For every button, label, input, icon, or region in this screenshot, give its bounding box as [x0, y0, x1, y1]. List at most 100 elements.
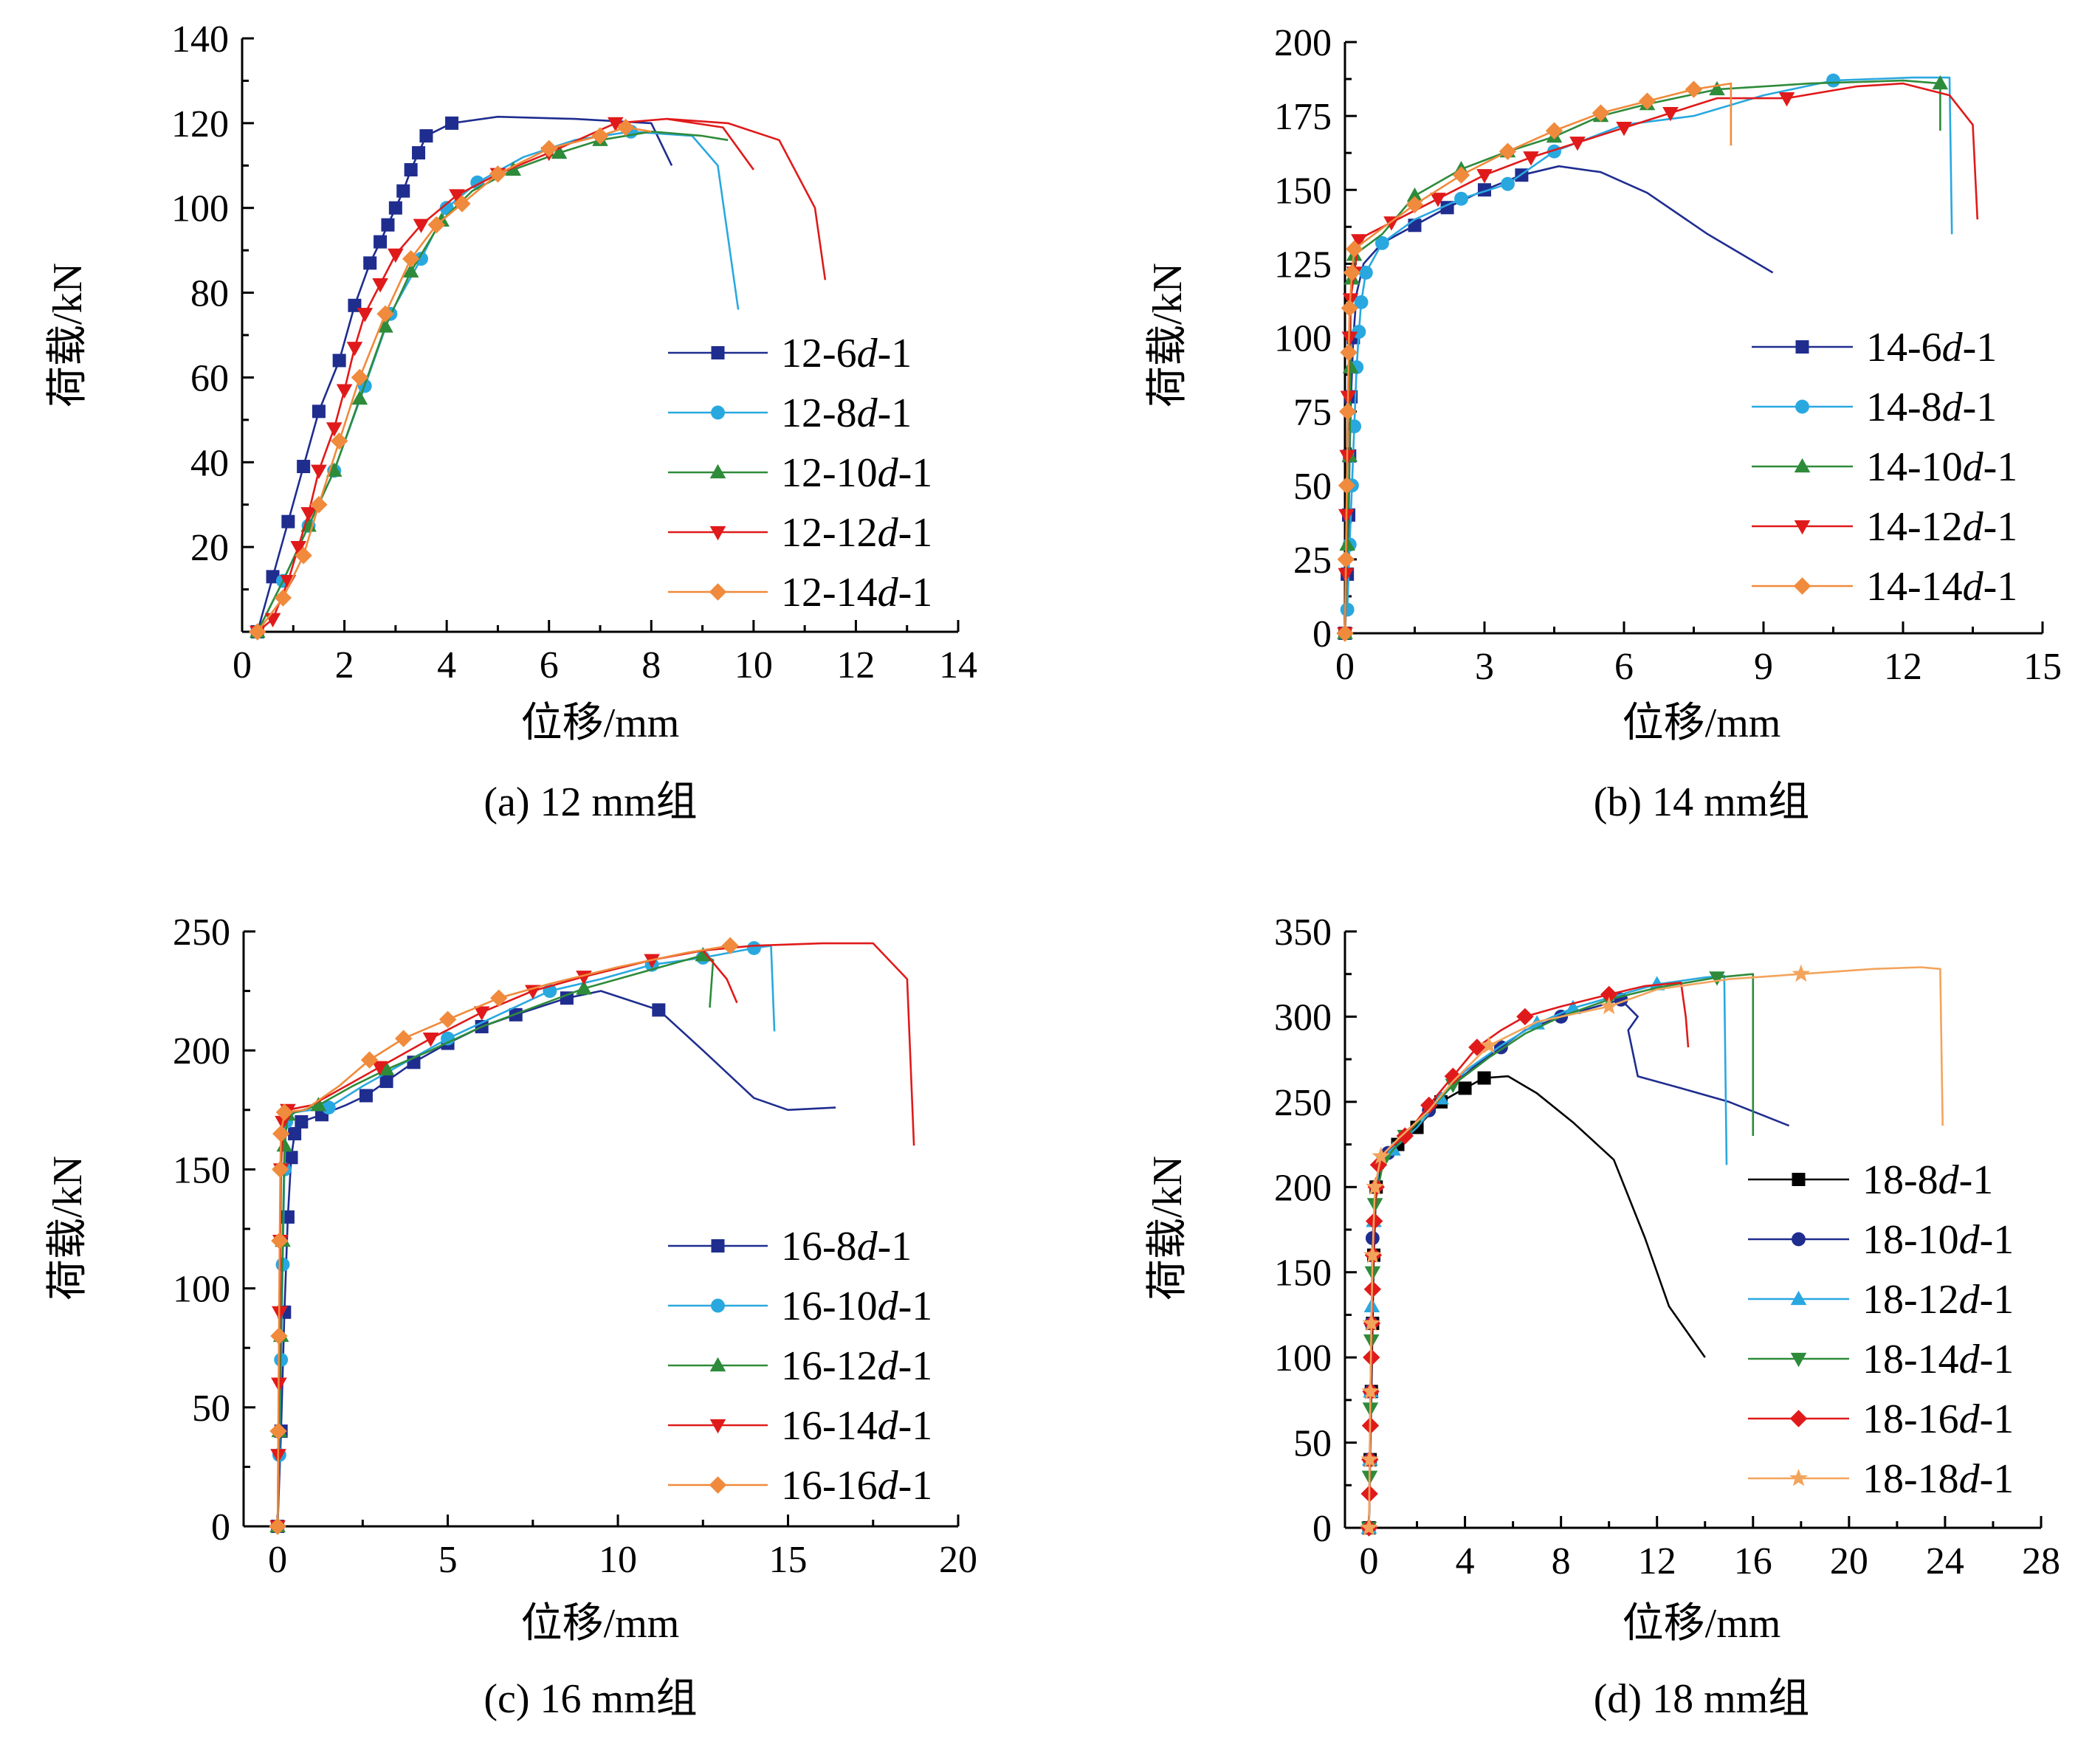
chart-panel-a: 0 2 4 6 8 10 12 14 20 40 60 80 100 120 140 12-6d-1 12-8d…: [45, 18, 977, 825]
data-point: [297, 460, 311, 474]
data-point: [288, 1127, 302, 1141]
series-12-12: [249, 117, 827, 641]
legend-entry-14-6: 14-6d-1: [1752, 325, 1997, 371]
data-point: [378, 1061, 395, 1076]
data-point: [1458, 1081, 1472, 1095]
data-point: [1523, 151, 1539, 166]
legend-label: 16-12d-1: [781, 1343, 932, 1389]
data-point: [414, 252, 428, 266]
chart-panel-c: 0 5 10 15 2005010015020025016-8d-116-10d-116…: [45, 912, 977, 1722]
data-point: [284, 1151, 298, 1165]
y-tick-label: 200: [173, 1030, 230, 1072]
y-tick-label: 0: [1312, 1508, 1332, 1550]
y-tick-label: 300: [1274, 996, 1332, 1038]
data-point: [1499, 142, 1517, 160]
legend-marker: [709, 526, 726, 541]
series-line-extension: [667, 117, 827, 280]
legend-entry-12-8: 12-8d-1: [668, 390, 912, 436]
series-12-6: [250, 115, 673, 638]
data-point: [311, 464, 327, 480]
legend-label: 12-14d-1: [781, 570, 932, 616]
data-point: [1383, 216, 1400, 231]
series-line: [276, 990, 836, 1527]
data-point: [357, 308, 374, 323]
series-14-8: [1340, 73, 1953, 617]
data-point: [388, 201, 402, 215]
data-point: [1516, 1007, 1534, 1026]
data-point: [453, 195, 471, 213]
data-point: [1477, 1071, 1491, 1085]
data-point: [1396, 1127, 1414, 1145]
legend-marker: [1795, 340, 1809, 354]
data-point: [402, 263, 419, 278]
series-14-6: [1338, 165, 1774, 640]
y-axis-title: 荷载/kN: [1145, 1156, 1191, 1300]
x-axis-title: 位移/mm: [521, 700, 680, 746]
legend-marker: [1792, 1232, 1806, 1247]
series-18-18: [1360, 964, 1944, 1536]
y-tick-label: 150: [1274, 170, 1332, 212]
x-tick-label: 15: [769, 1539, 808, 1581]
series-12-8: [250, 124, 740, 639]
x-tick-label: 12: [1884, 646, 1922, 688]
legend-marker: [1790, 1290, 1807, 1306]
y-tick-label: 140: [171, 18, 229, 61]
x-tick-label: 4: [437, 644, 456, 686]
data-point: [360, 1051, 379, 1069]
legend-entry-14-10: 14-10d-1: [1752, 444, 2017, 490]
data-point: [1360, 1450, 1379, 1468]
legend-marker: [709, 583, 727, 601]
x-tick-label: 8: [1552, 1540, 1571, 1582]
legend-marker: [1794, 520, 1811, 535]
y-tick-label: 100: [173, 1269, 230, 1311]
data-point: [616, 118, 635, 137]
series-14-10: [1337, 75, 1949, 640]
data-point: [270, 1327, 288, 1345]
y-tick-label: 50: [192, 1388, 230, 1430]
data-point: [1343, 263, 1361, 282]
chart-panel-b: 0 3 6 9 12 15025507510012515017520014-6d-114-…: [1145, 22, 2062, 825]
data-point: [644, 954, 660, 968]
legend-label: 14-8d-1: [1866, 385, 1997, 430]
data-point: [1374, 235, 1389, 250]
x-tick-label: 9: [1754, 646, 1773, 688]
data-point: [402, 249, 420, 268]
data-point: [374, 235, 388, 249]
data-point: [363, 256, 377, 270]
y-tick-label: 20: [190, 527, 229, 569]
legend-marker: [709, 1476, 727, 1494]
x-tick-label: 24: [1926, 1540, 1964, 1582]
data-point: [1339, 402, 1357, 421]
series-16-10: [270, 941, 776, 1534]
data-point: [695, 946, 712, 962]
y-tick-label: 125: [1274, 244, 1332, 286]
y-tick-label: 80: [190, 273, 229, 315]
legend-label: 14-14d-1: [1866, 564, 2017, 610]
y-tick-label: 50: [1293, 1423, 1332, 1465]
data-point: [1454, 191, 1468, 206]
data-point: [1545, 122, 1563, 139]
legend-entry-14-12: 14-12d-1: [1752, 504, 2017, 550]
data-point: [419, 129, 433, 143]
legend-marker: [1792, 1173, 1806, 1186]
data-point: [1662, 107, 1679, 122]
y-tick-label: 60: [190, 357, 229, 399]
x-axis-title: 位移/mm: [521, 1601, 680, 1647]
legend-marker: [709, 1419, 726, 1434]
data-point: [1638, 92, 1656, 110]
data-point: [1592, 104, 1610, 122]
series-16-12: [269, 946, 715, 1533]
x-axis-title: 位移/mm: [1623, 700, 1781, 746]
series-18-16: [1360, 982, 1690, 1537]
legend-entry-18-12: 18-12d-1: [1748, 1277, 2014, 1323]
data-point: [300, 507, 317, 522]
legend-label: 18-10d-1: [1862, 1217, 2014, 1263]
legend-label: 12-8d-1: [781, 390, 912, 436]
y-tick-label: 100: [1274, 1337, 1332, 1379]
data-point: [330, 432, 348, 450]
x-tick-label: 4: [1456, 1540, 1475, 1582]
legend-entry-18-14: 18-14d-1: [1748, 1337, 2014, 1382]
y-tick-label: 200: [1274, 1167, 1332, 1209]
y-tick-label: 100: [171, 188, 229, 230]
data-point: [1372, 1146, 1391, 1165]
